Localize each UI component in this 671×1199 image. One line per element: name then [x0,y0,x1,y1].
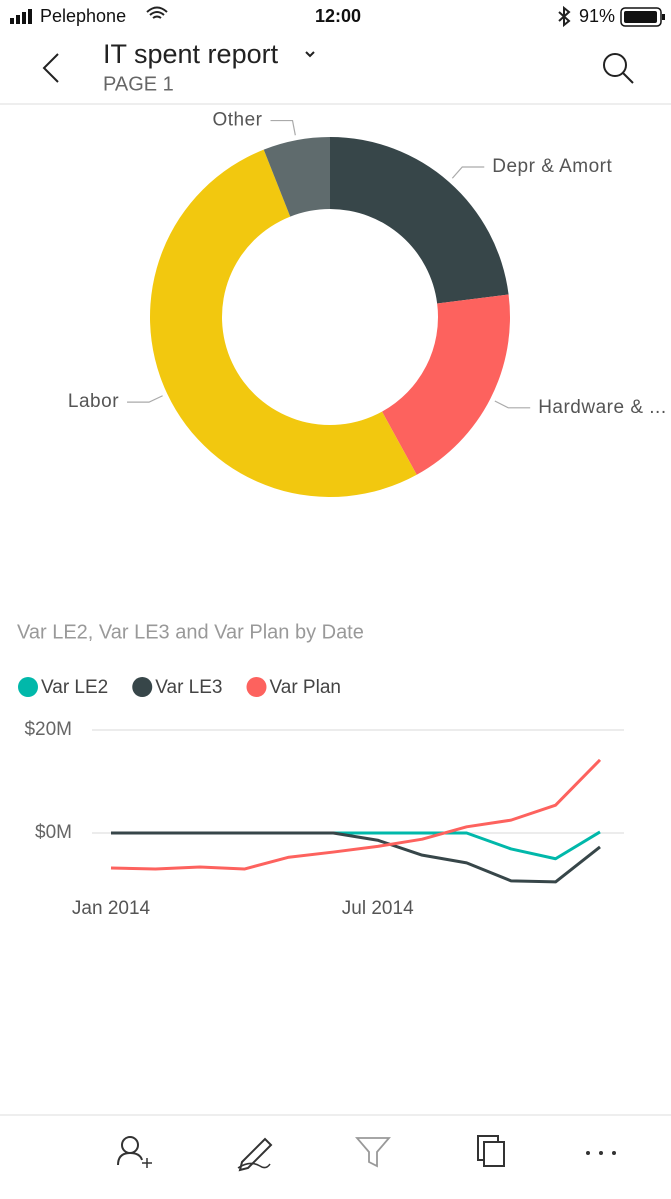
legend-label: Var LE3 [155,677,222,698]
line-series [111,831,601,884]
x-tick-label: Jul 2014 [342,898,414,919]
signal-icon [10,9,32,24]
search-button[interactable] [603,53,634,84]
report-title[interactable]: IT spent report [103,39,279,69]
y-tick-label: $20M [24,719,72,740]
battery-icon [620,7,665,27]
x-tick-label: Jan 2014 [72,898,151,919]
wifi-icon [146,6,168,19]
page-name: PAGE 1 [103,73,174,95]
line-series [110,758,602,871]
legend-marker [132,677,153,697]
pages-button[interactable] [477,1135,505,1167]
pie-slice [150,149,417,497]
more-button[interactable] [586,1151,616,1155]
charts: Depr & Amort Hardware & ... Labor Other Var … [17,110,666,919]
leader-line [270,119,296,136]
slice-label: Hardware & ... [538,397,666,418]
leader-line [127,395,163,403]
legend-label: Var LE2 [41,677,108,698]
legend-marker [18,677,38,697]
leader-line [451,166,485,179]
carrier: Pelephone [40,6,126,26]
battery-percent: 91% [579,6,615,26]
legend-label: Var Plan [270,677,341,698]
clock: 12:00 [315,6,361,26]
title-dropdown[interactable] [305,51,315,58]
bluetooth-icon [558,5,571,28]
slice-label: Labor [68,391,119,412]
filter-button[interactable] [355,1137,391,1168]
annotate-button[interactable] [237,1137,273,1172]
invite-button[interactable] [117,1136,152,1168]
pie-slice [382,294,511,475]
back-button[interactable] [42,53,59,83]
slice-label: Depr & Amort [492,156,612,177]
legend-marker [246,677,267,697]
slice-label: Other [212,110,262,131]
chart-title: Var LE2, Var LE3 and Var Plan by Date [17,621,364,643]
pie-slice [330,137,509,304]
y-tick-label: $0M [35,822,72,843]
pie-slice [263,137,330,217]
leader-line [494,400,531,409]
